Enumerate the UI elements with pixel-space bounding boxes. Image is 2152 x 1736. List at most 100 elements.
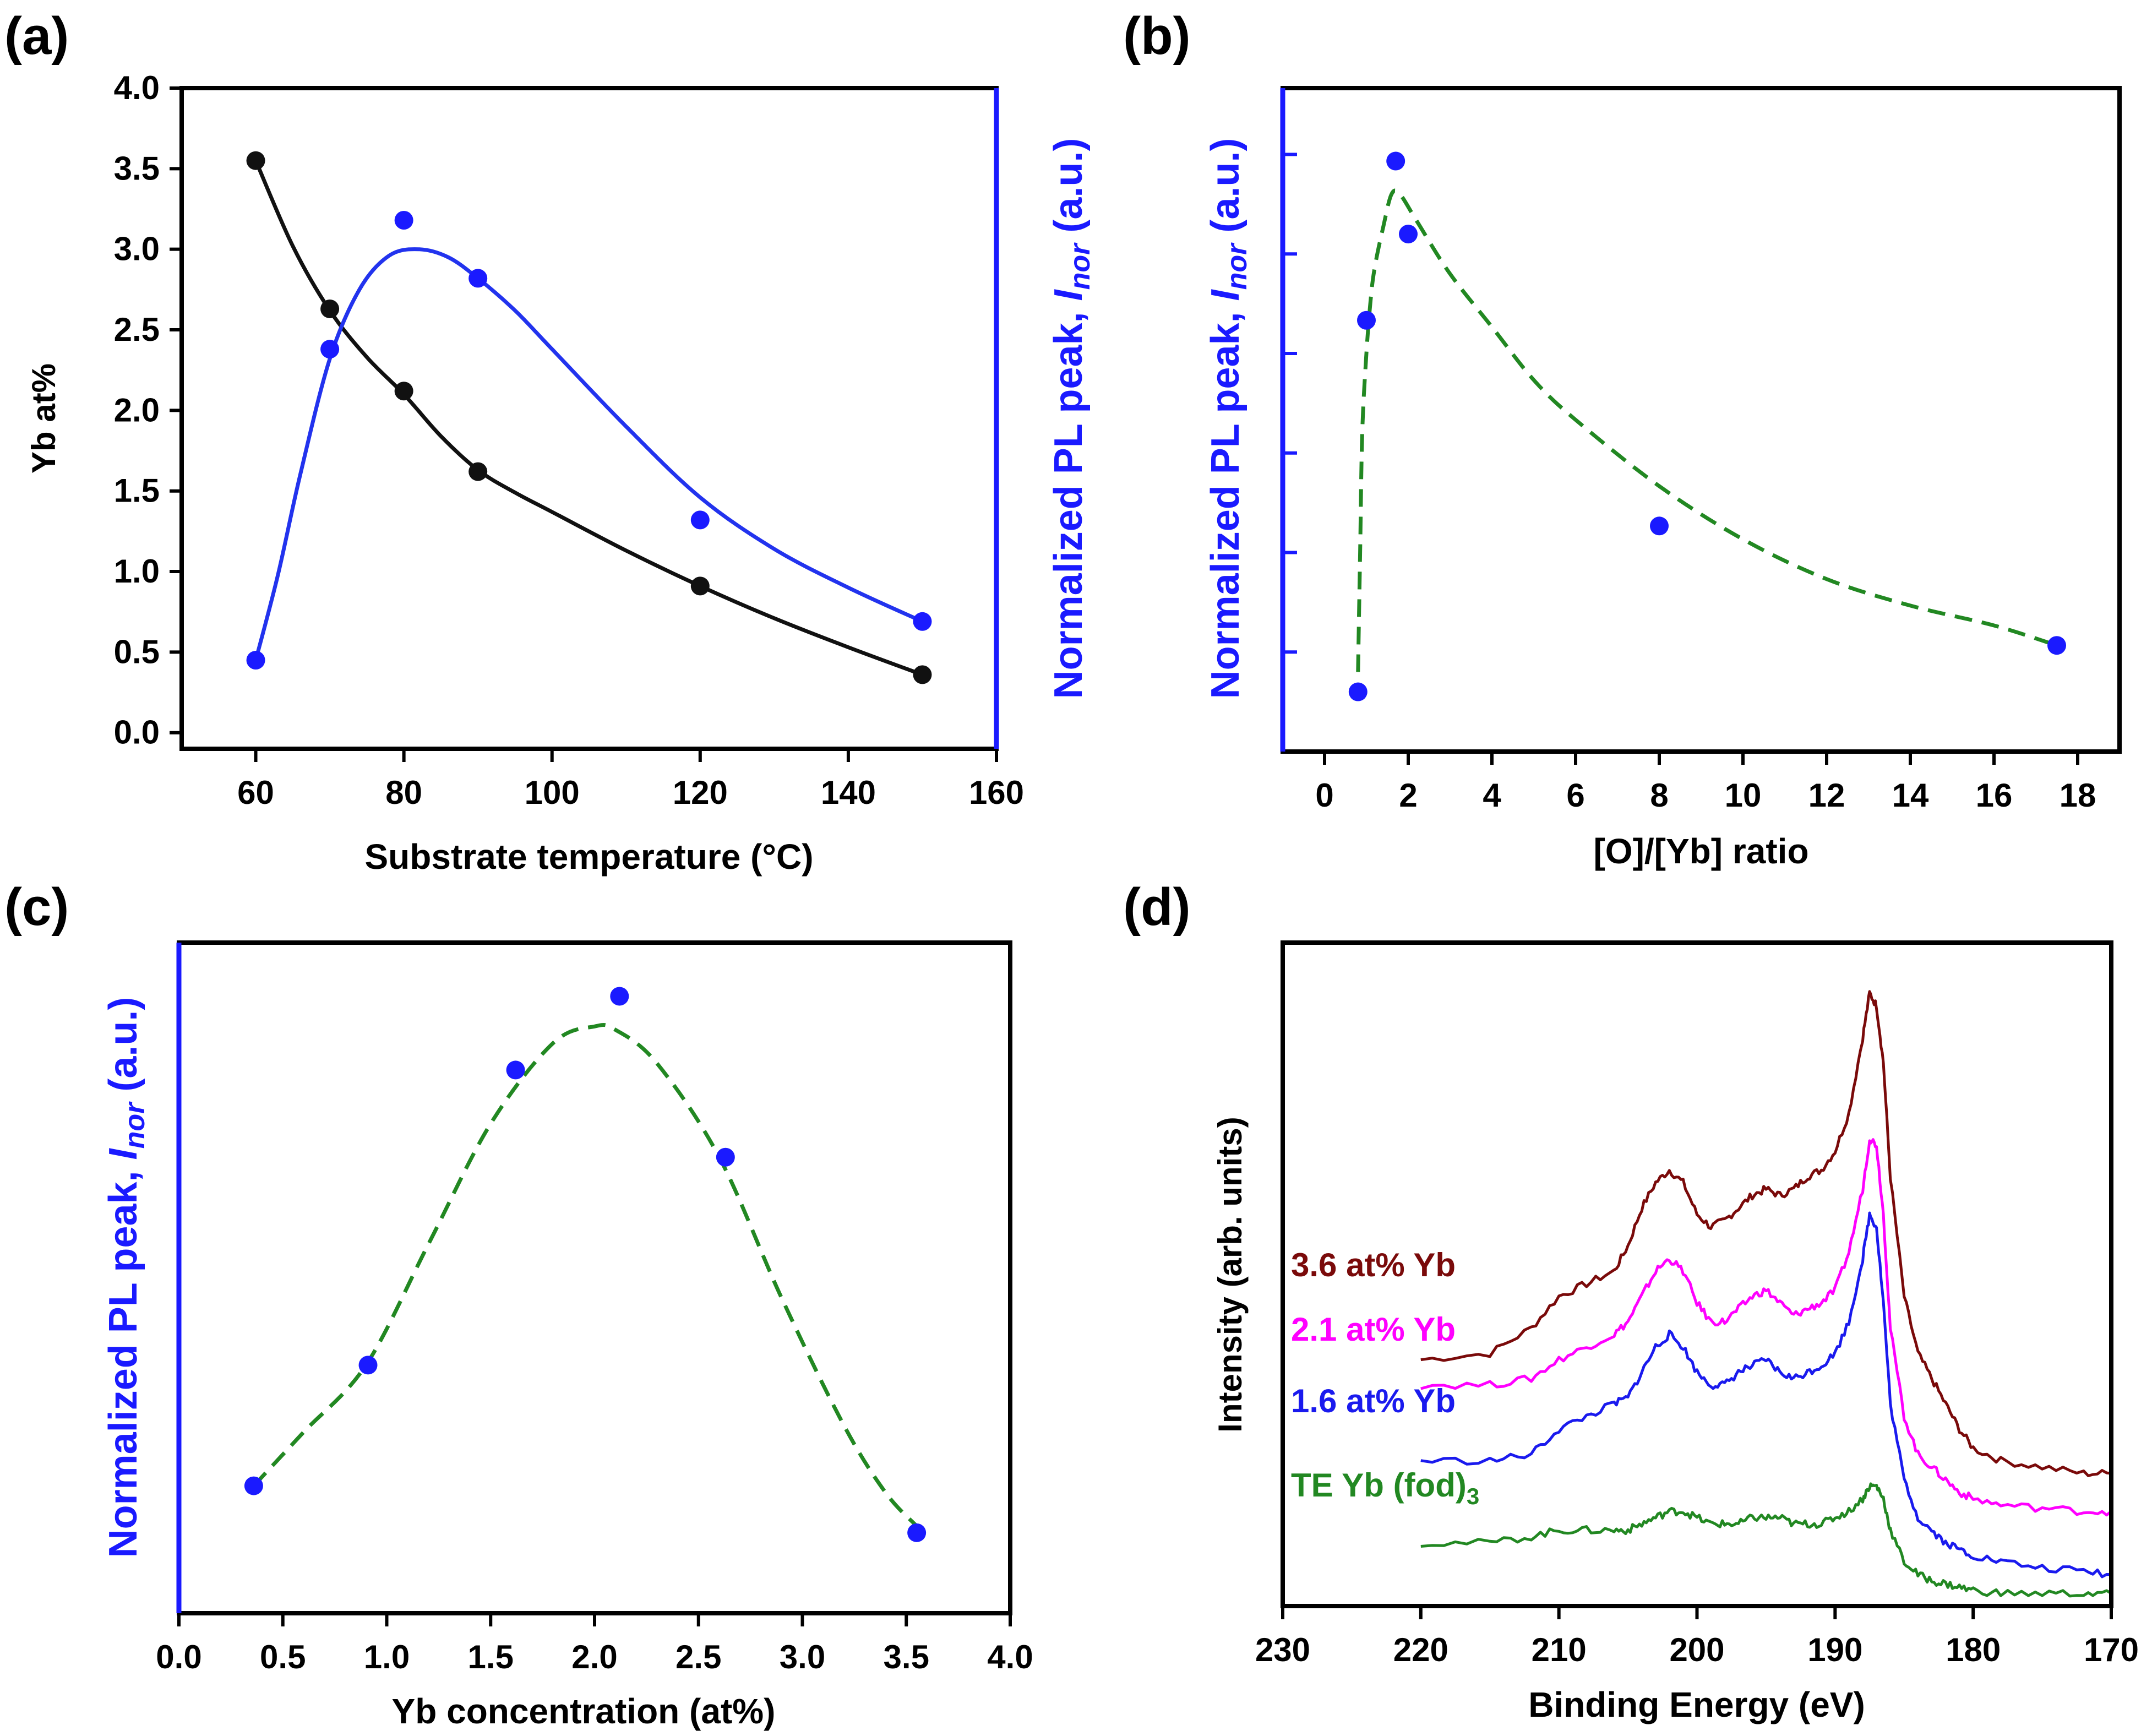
panel-a-y-label-right: Normalized PL peak, Inor (a.u.) xyxy=(1047,138,1096,699)
panel-a-y-label-right-main: Normalized PL peak, xyxy=(1047,301,1091,699)
panel-a-y-tick-label-7: 3.5 xyxy=(114,150,160,187)
panel-a-x-tick-label-3: 120 xyxy=(673,774,728,811)
panel-a-point-s1-2 xyxy=(394,211,413,230)
panel-b-x-tick-label-1: 2 xyxy=(1399,777,1417,814)
panel-c-point-1 xyxy=(358,1356,378,1375)
panel-d-spectrum-2 xyxy=(1420,1211,2112,1579)
panel-c-y-label-var: I xyxy=(101,1147,145,1160)
panel-b-x-tick-label-5: 10 xyxy=(1725,777,1762,814)
panel-d-y-label: Intensity (arb. units) xyxy=(1212,1117,1249,1432)
panel-a-y-tick-label-3: 1.5 xyxy=(114,472,160,509)
panel-a: (a) 60 80 100 120 140 160 0.0 0.5 1.0 1.5 2.0 2.5 3… xyxy=(4,7,1096,877)
panel-a-y-label-right-sub: nor xyxy=(1064,242,1096,290)
panel-d-x-label: Binding Energy (eV) xyxy=(1528,1685,1865,1724)
panel-d-spectrum-3 xyxy=(1420,1482,2112,1598)
panel-b-y-ticks xyxy=(1283,153,1297,654)
panel-a-x-tick-label-5: 160 xyxy=(969,774,1024,811)
panel-d-x-tick-label-1: 220 xyxy=(1393,1631,1448,1668)
panel-b-x-ticks: 0 2 4 6 8 10 12 14 16 18 xyxy=(1315,752,2096,814)
panel-c-point-4 xyxy=(716,1147,735,1167)
panel-a-point-s1-1 xyxy=(320,340,340,359)
panel-a-fit-curve-0 xyxy=(254,160,923,677)
panel-a-y-tick-label-1: 0.5 xyxy=(114,633,160,670)
panel-b-point-0 xyxy=(1348,682,1368,701)
panel-b: (b) 0 2 4 6 8 10 12 14 16 18 [O]/[Yb] ratio Norma… xyxy=(1123,7,2122,871)
panel-d-x-tick-label-6: 170 xyxy=(2084,1631,2139,1668)
panel-b-x-tick-label-4: 8 xyxy=(1650,777,1668,814)
panel-c-y-label-sub: nor xyxy=(119,1101,151,1149)
panel-b-x-tick-label-0: 0 xyxy=(1315,777,1333,814)
panel-c-x-tick-label-5: 2.5 xyxy=(675,1639,721,1675)
panel-c-x-tick-label-4: 2.0 xyxy=(571,1639,617,1675)
panel-d-series-labels: 3.6 at% Yb 2.1 at% Yb 1.6 at% Yb TE Yb (… xyxy=(1291,1247,1479,1509)
panel-label-c: (c) xyxy=(4,878,69,937)
panel-b-y-label-unit: (a.u.) xyxy=(1203,138,1247,244)
panel-a-point-s0-0 xyxy=(246,151,265,170)
panel-label-d: (d) xyxy=(1123,878,1191,937)
panel-a-point-s1-3 xyxy=(468,269,488,288)
panel-a-y-tick-label-0: 0.0 xyxy=(114,714,160,751)
panel-b-x-tick-label-2: 4 xyxy=(1483,777,1501,814)
panel-b-y-label-var: I xyxy=(1203,289,1247,301)
panel-d-x-tick-label-0: 230 xyxy=(1255,1631,1310,1668)
panel-c-x-tick-label-3: 1.5 xyxy=(468,1639,514,1675)
panel-b-point-4 xyxy=(1650,516,1669,536)
panel-b-x-tick-label-8: 16 xyxy=(1976,777,2013,814)
panel-b-y-label: Normalized PL peak, Inor (a.u.) xyxy=(1203,138,1253,699)
panel-b-y-label-main: Normalized PL peak, xyxy=(1203,301,1247,699)
panel-a-x-tick-label-1: 80 xyxy=(385,774,422,811)
panel-b-point-5 xyxy=(2047,636,2066,655)
panel-a-fit-curve-1 xyxy=(254,247,923,661)
series-label-te-yb-fod3-main: TE Yb (fod) xyxy=(1291,1467,1467,1504)
series-label-3-6-at-yb: 3.6 at% Yb xyxy=(1291,1247,1456,1283)
panel-c-plot xyxy=(244,987,927,1542)
panel-a-y-label-right-var: I xyxy=(1047,289,1091,301)
panel-c-x-tick-label-7: 3.5 xyxy=(884,1639,929,1675)
panel-d-x-tick-label-5: 180 xyxy=(1946,1631,2001,1668)
panel-d-x-tick-label-2: 210 xyxy=(1532,1631,1587,1668)
panel-a-x-label: Substrate temperature (°C) xyxy=(364,837,813,877)
panel-a-y-tick-label-2: 1.0 xyxy=(114,553,160,590)
panel-c-point-0 xyxy=(244,1476,263,1495)
panel-c-x-tick-label-1: 0.5 xyxy=(260,1639,306,1675)
panel-a-y-tick-label-8: 4.0 xyxy=(114,69,160,106)
panel-d-spectrum-0 xyxy=(1420,990,2112,1477)
panel-a-point-s0-3 xyxy=(468,462,488,481)
panel-c-point-2 xyxy=(506,1060,525,1080)
panel-a-point-s0-2 xyxy=(394,382,413,401)
panel-c-y-label-main: Normalized PL peak, xyxy=(101,1160,145,1558)
panel-c-x-ticks: 0.0 0.5 1.0 1.5 2.0 2.5 3.0 3.5 4.0 xyxy=(156,1613,1033,1675)
panel-a-x-tick-label-0: 60 xyxy=(237,774,274,811)
panel-c-frame xyxy=(177,940,1012,1615)
panel-c-point-5 xyxy=(907,1523,927,1542)
panel-b-fit-curve-0 xyxy=(1356,188,2058,672)
panel-label-a: (a) xyxy=(4,7,69,66)
panel-c-x-tick-label-0: 0.0 xyxy=(156,1639,201,1675)
panel-a-y-label-right-unit: (a.u.) xyxy=(1047,138,1091,244)
panel-b-x-label: [O]/[Yb] ratio xyxy=(1593,831,1808,871)
panel-d: (d) 230 220 210 200 190 180 170 Binding Energy… xyxy=(1123,878,2139,1724)
panel-c: (c) 0.0 0.5 1.0 1.5 2.0 2.5 3.0 3.5 4.0 Yb conce… xyxy=(4,878,1033,1731)
panel-d-x-ticks: 230 220 210 200 190 180 170 xyxy=(1255,1606,2139,1668)
panel-a-plot xyxy=(246,151,932,684)
panel-a-x-tick-label-4: 140 xyxy=(821,774,876,811)
panel-b-y-label-sub: nor xyxy=(1221,242,1253,290)
panel-b-x-tick-label-6: 12 xyxy=(1808,777,1845,814)
panel-c-y-label-unit: (a.u.) xyxy=(101,997,145,1103)
panel-b-point-2 xyxy=(1386,151,1405,171)
panel-a-point-s1-5 xyxy=(913,612,932,631)
series-label-1-6-at-yb: 1.6 at% Yb xyxy=(1291,1383,1456,1419)
panel-d-plot xyxy=(1420,990,2112,1598)
series-label-te-yb-fod3: TE Yb (fod)3 xyxy=(1291,1467,1479,1509)
panel-a-point-s1-0 xyxy=(246,651,265,670)
series-label-te-yb-fod3-sub: 3 xyxy=(1467,1483,1479,1509)
panel-d-x-tick-label-4: 190 xyxy=(1807,1631,1862,1668)
panel-a-point-s0-5 xyxy=(913,665,932,684)
panel-a-point-s0-1 xyxy=(320,299,340,318)
series-label-2-1-at-yb: 2.1 at% Yb xyxy=(1291,1311,1456,1348)
panel-label-b: (b) xyxy=(1123,7,1191,66)
panel-c-point-3 xyxy=(610,987,629,1006)
panel-d-x-tick-label-3: 200 xyxy=(1669,1631,1724,1668)
panel-b-point-3 xyxy=(1399,225,1418,244)
